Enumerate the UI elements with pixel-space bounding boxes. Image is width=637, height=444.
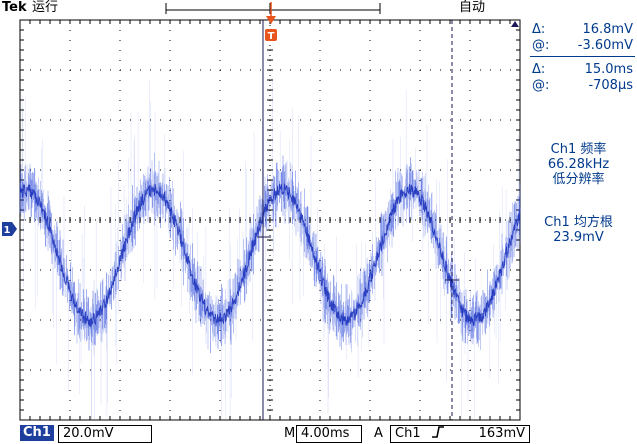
graticule-grid	[19, 19, 521, 421]
timebase-prefix: M	[284, 426, 296, 441]
readout-divider	[530, 56, 635, 57]
amplitude-at-value: -3.60mV	[577, 38, 633, 53]
cursor-amplitude-delta: Δ: 16.8mV	[532, 22, 633, 37]
channel1-ground-marker[interactable]: 1	[2, 222, 17, 236]
time-per-div[interactable]: 4.00ms	[296, 425, 362, 443]
trigger-settings[interactable]: Ch1 163mV	[390, 425, 530, 443]
trigger-level-arrow-icon	[511, 21, 519, 27]
volts-per-div[interactable]: 20.0mV	[58, 425, 152, 443]
channel1-badge[interactable]: Ch1	[20, 425, 54, 441]
time-delta-value: 15.0ms	[584, 62, 633, 77]
rms-measurement-title: Ch1 均方根	[544, 215, 613, 230]
run-state-label: 运行	[32, 0, 59, 15]
trigger-prefix: A	[374, 426, 383, 441]
cursor-time-delta: Δ: 15.0ms	[532, 62, 633, 77]
frequency-measurement-value: 66.28kHz	[547, 157, 610, 172]
brand-logo: Tek	[2, 0, 27, 15]
time-at-value: -708µs	[588, 78, 633, 93]
trace-core	[19, 183, 521, 327]
channel1-trace	[19, 77, 521, 419]
frequency-resolution-note: 低分辨率	[552, 172, 605, 187]
frequency-measurement-title: Ch1 频率	[550, 142, 607, 157]
trigger-mode-label: 自动	[459, 0, 486, 15]
rms-measurement-value: 23.9mV	[553, 230, 604, 245]
cursor-amplitude-at: @: -3.60mV	[532, 38, 633, 53]
status-bar: Ch1 20.0mV M 4.00ms A Ch1 163mV	[0, 425, 637, 444]
channel1-marker-label: 1	[4, 225, 11, 236]
trigger-level: 163mV	[478, 426, 525, 441]
trigger-position-marker[interactable]: T	[265, 2, 277, 42]
amplitude-delta-value: 16.8mV	[582, 22, 633, 37]
trigger-source: Ch1	[395, 426, 421, 441]
record-position-indicator	[165, 3, 381, 14]
cursor-time-at: @: -708µs	[532, 78, 633, 93]
rising-edge-icon	[431, 426, 444, 438]
trigger-marker-label: T	[268, 31, 275, 42]
